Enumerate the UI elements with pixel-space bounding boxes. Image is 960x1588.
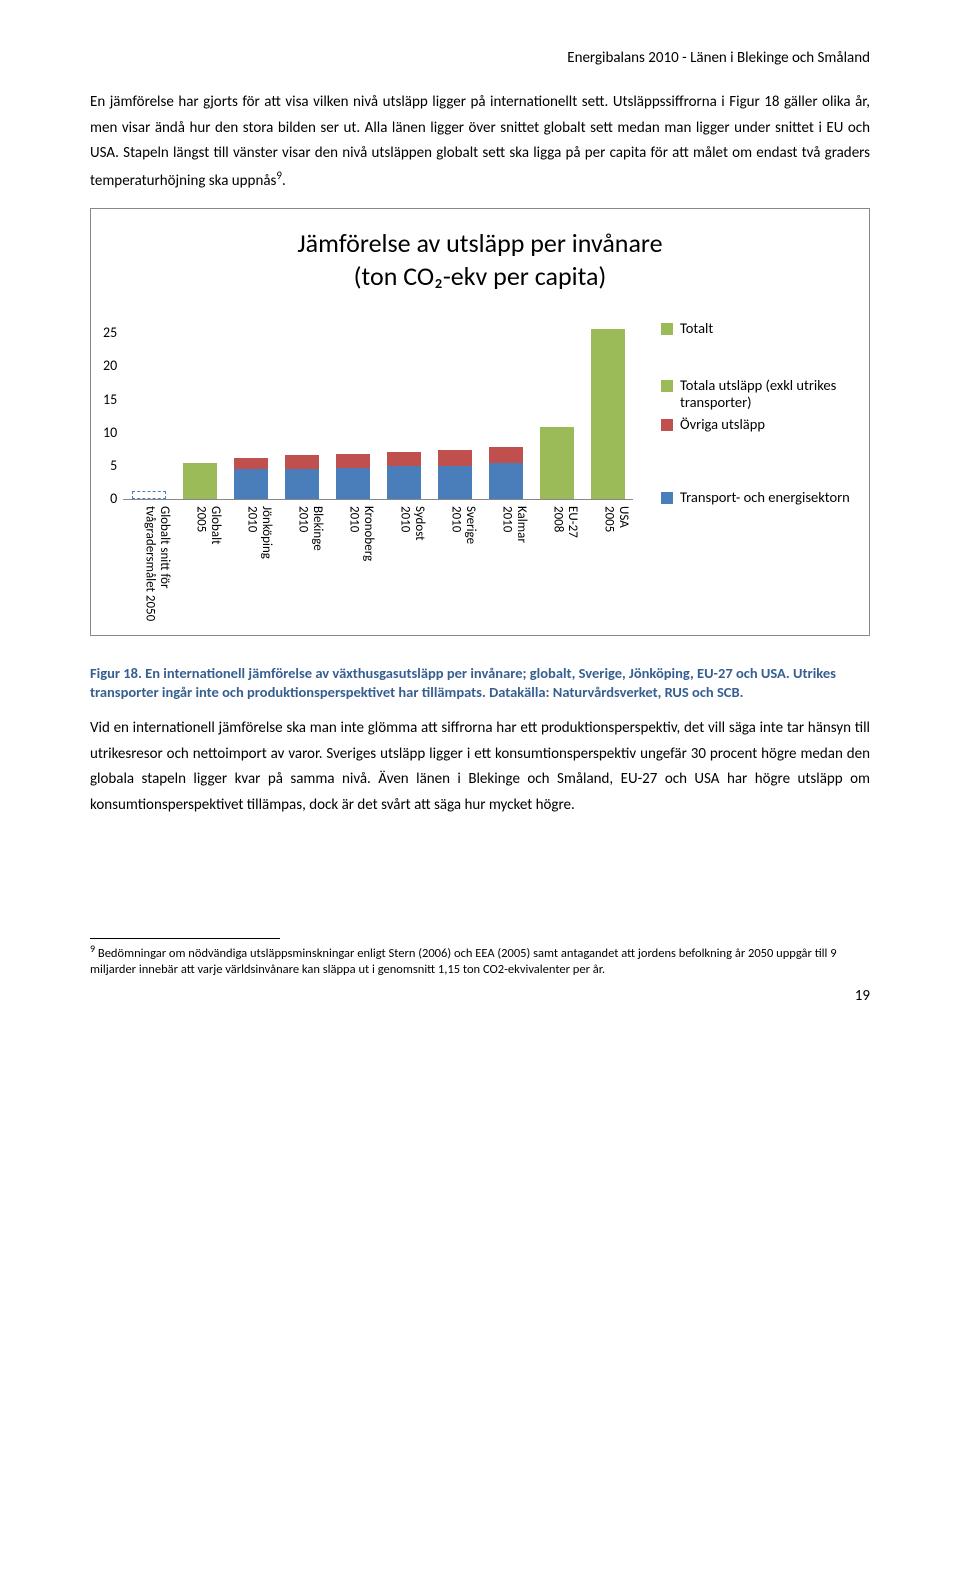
para1-tail: . — [282, 172, 286, 190]
footnote: 9 Bedömningar om nödvändiga utsläppsmins… — [90, 943, 870, 977]
x-axis: Globalt snitt för tvågradersmålet 2050Gl… — [131, 500, 641, 621]
legend-swatch — [661, 323, 673, 335]
legend-text: Övriga utsläpp — [680, 416, 765, 433]
x-label: Globalt snitt för tvågradersmålet 2050 — [131, 506, 182, 621]
x-label: Kalmar 2010 — [488, 506, 539, 621]
paragraph-2: Vid en internationell jämförelse ska man… — [90, 716, 870, 818]
legend-swatch — [661, 380, 673, 392]
legend-text: Totalt — [680, 320, 713, 337]
bar — [132, 491, 166, 499]
page-header: Energibalans 2010 - Länen i Blekinge och… — [90, 48, 870, 68]
bar — [336, 454, 370, 499]
chart-container: Jämförelse av utsläpp per invånare (ton … — [90, 208, 870, 636]
bar-segment-red — [387, 452, 421, 466]
bar-segment-blue — [285, 469, 319, 499]
x-label: Jönköping 2010 — [233, 506, 284, 621]
bar-slot — [225, 320, 276, 499]
bar-segment-blue — [489, 463, 523, 499]
bar-slot — [480, 320, 531, 499]
bar-segment — [591, 329, 625, 499]
legend-item: Transport- och energisektorn — [661, 489, 857, 506]
plot — [123, 320, 633, 500]
bar-segment-red — [234, 458, 268, 470]
bar-segment — [540, 427, 574, 499]
y-tick: 10 — [103, 426, 117, 440]
bar-slot — [327, 320, 378, 499]
chart-area: 25 20 15 10 5 0 Globalt snitt för tvågradersm… — [103, 320, 857, 621]
bar — [438, 450, 472, 500]
chart-title: Jämförelse av utsläpp per invånare (ton … — [103, 227, 857, 292]
bar — [387, 452, 421, 500]
bar-slot — [276, 320, 327, 499]
chart-title-l2: (ton CO₂-ekv per capita) — [354, 260, 607, 292]
x-label: EU-27 2008 — [539, 506, 590, 621]
bar-slot — [123, 320, 174, 499]
bar-segment-blue — [336, 468, 370, 499]
bar-slot — [531, 320, 582, 499]
footnote-text: Bedömningar om nödvändiga utsläppsminskn… — [90, 946, 837, 977]
legend-item: Övriga utsläpp — [661, 416, 857, 433]
bar-slot — [582, 320, 633, 499]
x-label: Globalt 2005 — [182, 506, 233, 621]
bar-slot — [429, 320, 480, 499]
x-label: Sverige 2010 — [437, 506, 488, 621]
bar — [591, 329, 625, 499]
legend-text: Totala utsläpp (exkl utrikes transporter… — [680, 377, 857, 410]
x-label: Sydost 2010 — [386, 506, 437, 621]
legend-swatch — [661, 492, 673, 504]
y-tick: 15 — [103, 393, 117, 407]
para1-text: En jämförelse har gjorts för att visa vi… — [90, 93, 870, 190]
legend-item: Totala utsläpp (exkl utrikes transporter… — [661, 377, 857, 410]
bar — [540, 427, 574, 499]
bar-segment-blue — [438, 466, 472, 499]
legend-swatch — [661, 419, 673, 431]
y-tick: 20 — [103, 359, 117, 373]
plot-wrap: 2520151050 — [103, 320, 641, 500]
x-label: USA 2005 — [590, 506, 641, 621]
bar-slot — [174, 320, 225, 499]
bar — [285, 455, 319, 499]
legend: Totalt Totala utsläpp (exkl utrikes trans… — [641, 320, 857, 511]
bar — [234, 458, 268, 500]
y-axis: 2520151050 — [103, 320, 123, 500]
bar — [183, 463, 217, 499]
y-tick: 25 — [103, 326, 117, 340]
bar-segment-red — [438, 450, 472, 467]
y-tick: 0 — [110, 492, 117, 506]
x-label: Blekinge 2010 — [284, 506, 335, 621]
footnote-separator — [90, 938, 280, 939]
figure-caption: Figur 18. En internationell jämförelse a… — [90, 664, 870, 702]
bars — [123, 320, 633, 499]
bar-segment — [183, 463, 217, 499]
bar-segment-red — [489, 447, 523, 463]
bar-segment-red — [336, 454, 370, 468]
x-label: Kronoberg 2010 — [335, 506, 386, 621]
plot-column: 25 20 15 10 5 0 Globalt snitt för tvågradersm… — [103, 320, 641, 621]
bar-segment-blue — [234, 469, 268, 499]
chart-title-l1: Jämförelse av utsläpp per invånare — [297, 227, 662, 259]
page-number: 19 — [90, 986, 870, 1006]
bar-segment-red — [285, 455, 319, 469]
y-tick: 5 — [110, 459, 117, 473]
bar — [489, 447, 523, 499]
bar-slot — [378, 320, 429, 499]
legend-text: Transport- och energisektorn — [680, 489, 850, 506]
bar-segment-blue — [387, 466, 421, 499]
legend-item: Totalt — [661, 320, 857, 337]
paragraph-1: En jämförelse har gjorts för att visa vi… — [90, 90, 870, 194]
